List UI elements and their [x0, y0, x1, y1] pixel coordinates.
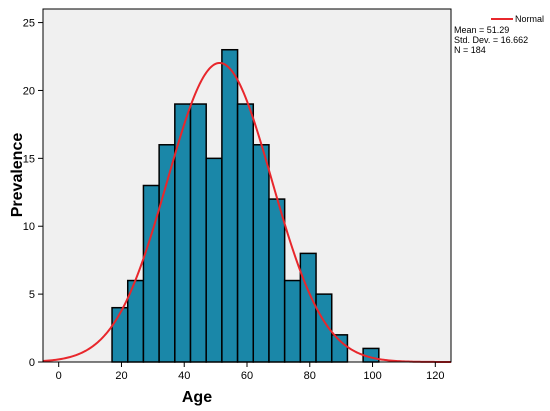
x-tick-label: 0	[56, 370, 62, 382]
x-axis: 0 20 40 60 80 100 120	[56, 362, 444, 382]
normal-curve	[42, 61, 451, 363]
stat-std-dev: Std. Dev. = 16.662	[454, 35, 528, 45]
histogram-bar	[236, 103, 255, 363]
y-tick-label: 5	[29, 289, 35, 301]
stat-n: N = 184	[454, 45, 486, 55]
histogram-bar	[330, 334, 349, 363]
histogram-bar	[158, 144, 176, 363]
histogram-bar	[111, 306, 129, 363]
histogram-bar	[142, 184, 160, 363]
histogram-bar	[268, 198, 286, 363]
x-tick-label: 100	[363, 370, 381, 382]
histogram-bar	[174, 103, 192, 363]
y-tick-label: 20	[23, 85, 35, 97]
y-tick-label: 15	[23, 153, 35, 165]
x-tick-label: 120	[426, 370, 444, 382]
histogram-bar	[189, 103, 207, 363]
y-tick-label: 0	[29, 357, 35, 369]
x-axis-title: Age	[182, 389, 212, 406]
x-tick-label: 20	[115, 370, 127, 382]
x-tick-label: 80	[304, 370, 316, 382]
histogram-bar	[205, 157, 223, 363]
legend-normal-label: Normal	[515, 14, 544, 24]
x-tick-label: 40	[178, 370, 190, 382]
y-tick-label: 10	[23, 221, 35, 233]
y-axis-title: Prevalence	[9, 133, 26, 218]
histogram-bar	[252, 144, 270, 363]
histogram-bar	[299, 252, 317, 363]
stats-box: Mean = 51.29 Std. Dev. = 16.662 N = 184	[454, 25, 528, 55]
x-tick-label: 60	[241, 370, 253, 382]
stat-mean: Mean = 51.29	[454, 25, 509, 35]
y-axis: 0 5 10 15 20 25	[23, 18, 43, 369]
histogram-bar	[283, 279, 302, 363]
y-tick-label: 25	[23, 18, 35, 30]
legend: Normal	[491, 14, 544, 24]
histogram-bar	[221, 48, 239, 363]
